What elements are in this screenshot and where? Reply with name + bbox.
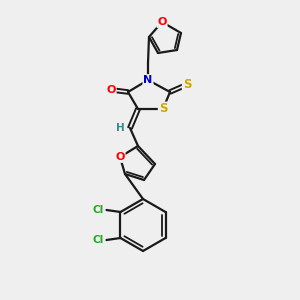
Text: Cl: Cl — [93, 205, 104, 215]
Text: O: O — [106, 85, 116, 95]
Text: Cl: Cl — [93, 235, 104, 245]
Text: O: O — [157, 17, 167, 27]
Text: O: O — [115, 152, 125, 162]
Text: S: S — [159, 103, 167, 116]
Text: N: N — [143, 75, 153, 85]
Text: S: S — [183, 79, 191, 92]
Text: H: H — [116, 123, 124, 133]
